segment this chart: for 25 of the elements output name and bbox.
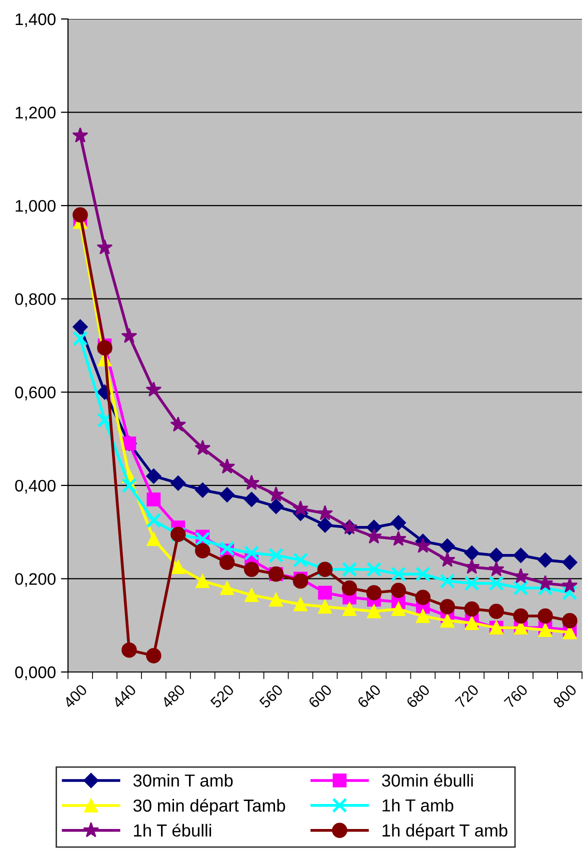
y-tick-label: 0,800 [15,293,56,308]
x-tick-label: 640 [356,684,382,709]
legend-label: 1h départ T amb [382,824,508,840]
x-tick-label: 600 [308,684,333,709]
x-tick-label: 760 [504,684,528,709]
x-tick-label: 400 [62,684,88,709]
y-tick-label: 0,200 [15,573,56,587]
y-tick-label: 1,200 [16,106,56,120]
y-tick-label: 1,000 [16,200,56,214]
x-tick-label: 560 [258,684,284,709]
legend-label: 30 min départ Tamb [133,798,286,816]
legend-label: 1h T amb [382,798,454,812]
y-tick-label: 1,400 [16,13,56,28]
x-tick-label: 800 [552,684,578,709]
legend-label: 1h T ébulli [134,824,212,837]
x-tick-label: 440 [112,684,137,709]
x-tick-label: 720 [454,684,480,709]
legend-label: 30min ébulli [382,774,473,787]
y-tick-label: 0,400 [15,480,56,494]
legend-label: 30min T amb [133,774,233,787]
x-tick-label: 520 [210,684,235,709]
x-tick-label: 680 [406,684,430,709]
x-tick-label: 480 [160,684,186,709]
y-tick-label: 0,000 [15,666,56,680]
y-tick-label: 0,600 [15,386,56,400]
